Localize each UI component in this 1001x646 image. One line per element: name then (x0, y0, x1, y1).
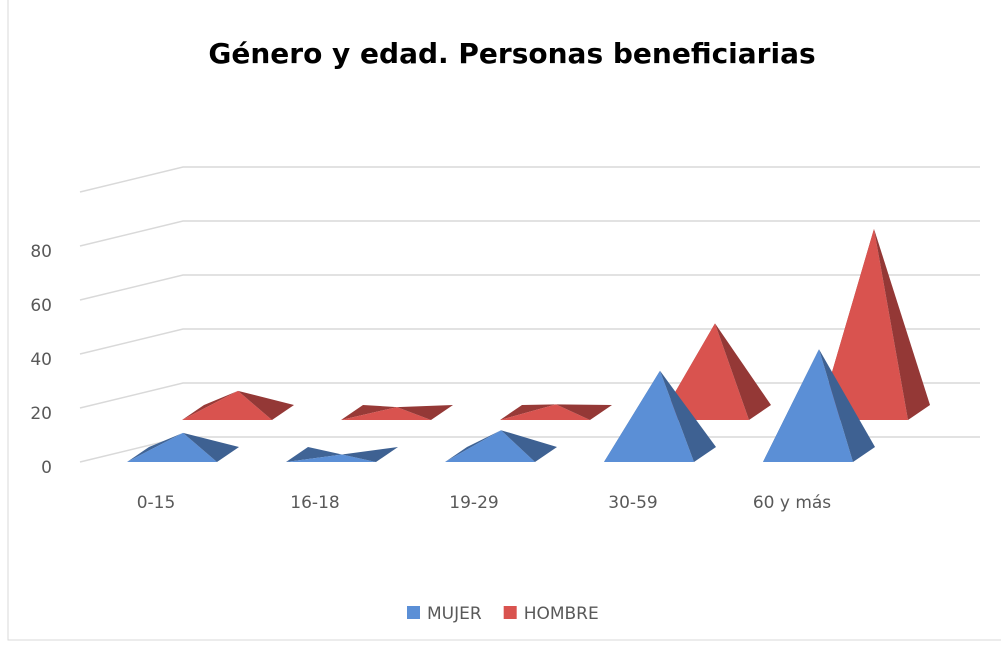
pyramid-side (874, 228, 930, 420)
pyramid-front (182, 390, 272, 420)
pyramid-side (660, 370, 716, 462)
pyramid-front (286, 454, 376, 462)
x-tick-label: 60 y más (753, 493, 831, 513)
legend-label: MUJER (427, 604, 482, 624)
pyramid-front (445, 430, 535, 462)
pyramid-front (818, 228, 908, 420)
pyramid-back (182, 390, 238, 420)
legend-label: HOMBRE (524, 604, 599, 624)
x-tick-label: 0-15 (137, 493, 176, 513)
pyramid-side (342, 447, 398, 462)
legend-swatch (503, 606, 517, 619)
y-tick-label: 0 (41, 458, 52, 478)
y-tick-label: 80 (30, 242, 52, 262)
pyramid-side (556, 404, 612, 420)
x-tick-label: 16-18 (290, 493, 339, 513)
pyramid-back (127, 432, 183, 462)
grid-line (79, 166, 980, 193)
pyramid-back (341, 405, 397, 420)
pyramid-side (715, 323, 771, 420)
grid-line (79, 274, 980, 301)
pyramid-side (183, 432, 239, 462)
legend-swatch (407, 606, 420, 619)
y-tick-label: 60 (30, 296, 52, 316)
grid-line (79, 220, 980, 247)
pyramid-front (659, 323, 749, 420)
pyramid-front (341, 407, 431, 420)
pyramid-front (763, 349, 853, 462)
pyramid-side (501, 430, 557, 462)
pyramid-side (397, 405, 453, 420)
chart-frame (7, 0, 1001, 641)
pyramid-back (500, 404, 556, 420)
pyramid-front (500, 404, 590, 420)
pyramid-side (819, 349, 875, 462)
pyramid-front (604, 370, 694, 462)
pyramid-back (286, 447, 342, 462)
pyramid-front (127, 432, 217, 462)
y-tick-label: 20 (30, 404, 52, 424)
chart-title: Género y edad. Personas beneficiarias (208, 37, 815, 70)
x-tick-label: 19-29 (449, 493, 498, 513)
x-tick-label: 30-59 (608, 493, 657, 513)
pyramid-side (238, 390, 294, 420)
y-tick-label: 40 (30, 350, 52, 370)
